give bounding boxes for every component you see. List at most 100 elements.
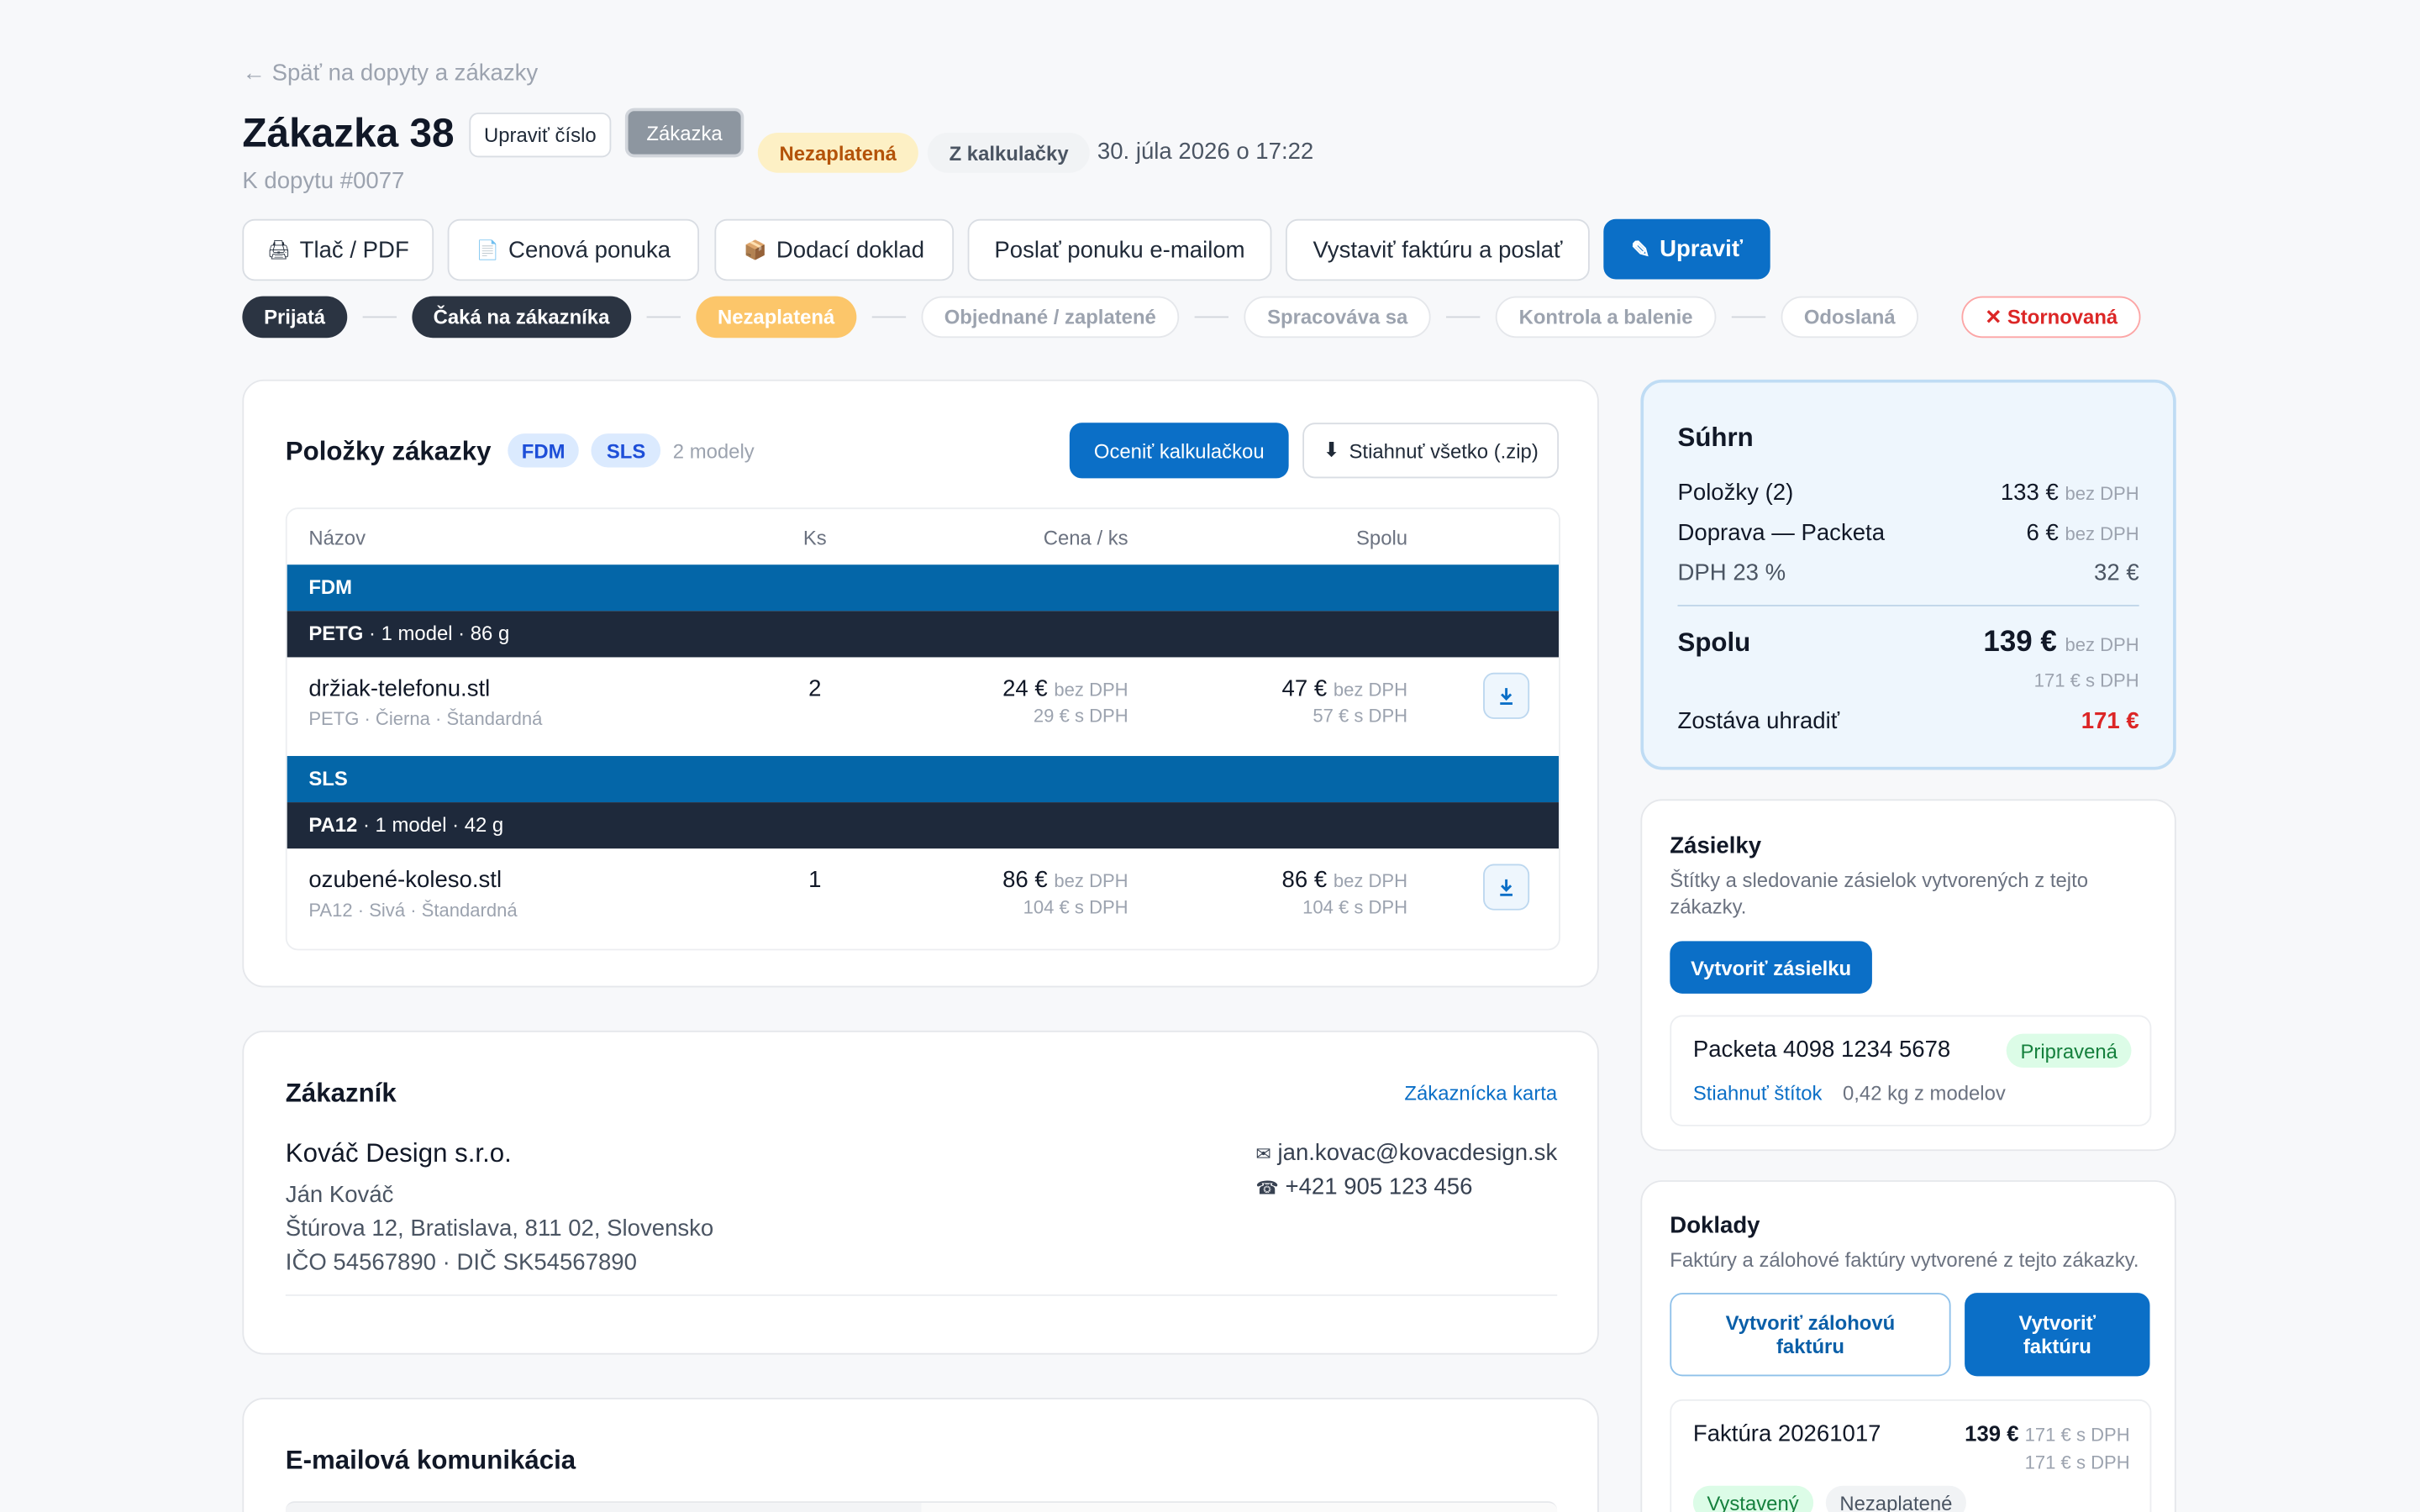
quote-button[interactable]: 📄 Cenová ponuka	[447, 218, 700, 281]
shipments-desc: Štítky a sledovanie zásielok vytvorených…	[1670, 869, 2088, 918]
items-title: Položky zákazky	[285, 436, 492, 466]
email-text[interactable]: jan.kovac@kovacdesign.sk	[1277, 1140, 1558, 1167]
remaining-label: Zostáva uhradiť	[1677, 708, 1840, 735]
price-button[interactable]: Oceniť kalkulačkou	[1069, 423, 1289, 479]
phone[interactable]: ☎ +421 905 123 456	[1255, 1171, 1557, 1205]
total-vat: 171 € s DPH	[2033, 669, 2139, 691]
print-button[interactable]: 🖨 Tlač / PDF	[242, 218, 434, 281]
order-title: Zákazka 38	[242, 109, 455, 156]
status-step[interactable]: Spracováva sa	[1244, 296, 1431, 339]
label[interactable]: Stornovaná	[2007, 305, 2118, 329]
total-line: 86 € bez DPH	[1128, 867, 1408, 894]
cancel-step[interactable]: ✕ Stornovaná	[1961, 296, 2141, 339]
deposit-invoice-button[interactable]: Vytvoriť zálohovú faktúru	[1670, 1293, 1951, 1377]
download-button[interactable]	[1483, 672, 1530, 719]
zip-button[interactable]: ⬇ Stiahnuť všetko (.zip)	[1302, 423, 1560, 479]
remaining-value: 171 €	[2081, 708, 2139, 735]
documents-desc: Faktúry a zálohové faktúry vytvorené z t…	[1670, 1247, 2139, 1272]
shape	[1194, 316, 1229, 318]
status-step[interactable]: Objednané / zaplatené	[921, 296, 1180, 339]
table-header: Názov Ks Cena / ks Spolu	[287, 509, 1559, 564]
separator: ·	[363, 622, 381, 645]
price-vat: 29 € s DPH	[1033, 705, 1128, 727]
qty: 1	[808, 867, 822, 894]
space	[1048, 867, 1055, 893]
note: bez DPH	[1054, 869, 1128, 892]
status-step[interactable]: Čaká na zákazníka	[411, 296, 632, 339]
value: 139 €	[1965, 1420, 2019, 1446]
item-name: ozubené-koleso.stl PA12 · Sivá · Štandard…	[308, 867, 756, 921]
invoice-item: Faktúra 20261017 139 € 171 € s DPH 171 €…	[1670, 1399, 2152, 1512]
label-link[interactable]: Stiahnuť štítok	[1692, 1081, 1823, 1105]
back-text[interactable]: Späť na dopyty a zákazky	[271, 60, 539, 87]
invoice-vat: 171 € s DPH	[2024, 1452, 2130, 1474]
email-button[interactable]: Poslať ponuku e-mailom	[967, 218, 1272, 281]
email-card: E-mailová komunikácia	[242, 1398, 1599, 1512]
download-button[interactable]	[1483, 864, 1530, 911]
total-label: Spolu	[1677, 627, 1751, 658]
price-value: 86 €	[1002, 867, 1048, 894]
label[interactable]: Tlač / PDF	[299, 236, 409, 264]
back-link[interactable]: ← Späť na dopyty a zákazky	[242, 60, 539, 87]
material: PETG	[308, 622, 364, 645]
invoice-button[interactable]: Vystaviť faktúru a poslať	[1285, 218, 1590, 281]
total: 139 € bez DPH	[1983, 627, 2139, 660]
price-line: 24 € bez DPH	[874, 675, 1128, 701]
person: Ján Kováč	[285, 1181, 394, 1209]
label[interactable]: Upraviť	[1660, 236, 1744, 263]
status-step[interactable]: Nezaplatená	[696, 296, 857, 339]
customer-link[interactable]: Zákaznícka karta	[1404, 1081, 1558, 1105]
phone-text[interactable]: +421 905 123 456	[1285, 1173, 1473, 1200]
summary-value: 32 €	[2094, 560, 2139, 601]
price: 86 € bez DPH 104 € s DPH	[874, 867, 1128, 918]
qty: 2	[808, 675, 822, 702]
invoice-tag: Nezaplatené	[1825, 1485, 1966, 1512]
summary-row: Doprava — Packeta 6 € bez DPH	[1677, 520, 2139, 560]
label[interactable]: Cenová ponuka	[508, 236, 671, 264]
label[interactable]: Stiahnuť všetko (.zip)	[1349, 438, 1539, 463]
total-line: 47 € bez DPH	[1128, 675, 1408, 701]
contact: Ján Kováč Štúrova 12, Bratislava, 811 02…	[286, 1179, 713, 1280]
summary-rows: Položky (2) 133 € bez DPH Doprava — Packet…	[1677, 480, 2139, 600]
delivery-button[interactable]: 📦 Dodací doklad	[714, 218, 955, 281]
edit-button[interactable]: ✎ Upraviť	[1603, 218, 1770, 280]
item-row: ozubené-koleso.stl PA12 · Sivá · Štandard…	[287, 848, 1559, 948]
create-shipment[interactable]: Vytvoriť zásielku	[1670, 941, 1872, 994]
shape	[1446, 316, 1481, 318]
status-badge: Nezaplatená	[757, 132, 918, 173]
download-icon	[1500, 879, 1512, 896]
weight: 0,42 kg z modelov	[1843, 1081, 2006, 1105]
file: držiak-telefonu.stl	[308, 675, 491, 702]
address: Štúrova 12, Bratislava, 811 02, Slovensk…	[285, 1215, 714, 1242]
email[interactable]: ✉ jan.kovac@kovacdesign.sk	[1255, 1137, 1557, 1171]
label[interactable]: Dodací doklad	[776, 236, 925, 264]
shipment-item: Packeta 4098 1234 5678 Pripravená Stiahn…	[1670, 1015, 2152, 1126]
subtitle: K dopytu #0077	[242, 168, 405, 195]
note: bez DPH	[2065, 633, 2139, 656]
col: Názov	[308, 525, 366, 549]
summary-title: Súhrn	[1677, 423, 1754, 453]
company: Kováč Design s.r.o.	[285, 1138, 512, 1168]
documents-card: Doklady Faktúry a zálohové faktúry vytvo…	[1640, 1180, 2176, 1512]
status-step[interactable]: Prijatá	[242, 296, 347, 339]
material-meta: 1 model · 86 g	[381, 622, 510, 645]
value: 6 €	[2026, 519, 2059, 547]
invoice-button[interactable]: Vytvoriť faktúru	[1965, 1293, 2150, 1377]
total-vat: 57 € s DPH	[1313, 705, 1408, 727]
type-button[interactable]: Zákazka	[624, 108, 744, 158]
status-step[interactable]: Kontrola a balenie	[1496, 296, 1717, 339]
value: 32 €	[2094, 559, 2139, 586]
shape: 📦	[744, 239, 767, 261]
status-step[interactable]: Odoslaná	[1781, 296, 1919, 339]
note: bez DPH	[2065, 522, 2139, 545]
shipments-title: Zásielky	[1670, 832, 1762, 860]
total-value: 86 €	[1281, 867, 1328, 894]
invoice-tag: Vystavený	[1692, 1485, 1813, 1512]
summary-row: Položky (2) 133 € bez DPH	[1677, 480, 2139, 520]
value: 133 €	[2000, 480, 2059, 507]
rename-button[interactable]: Upraviť číslo	[469, 113, 612, 158]
shape	[1500, 688, 1512, 706]
material-row: PA12 · 1 model · 42 g	[287, 802, 1560, 849]
shape: 📄	[476, 239, 500, 261]
